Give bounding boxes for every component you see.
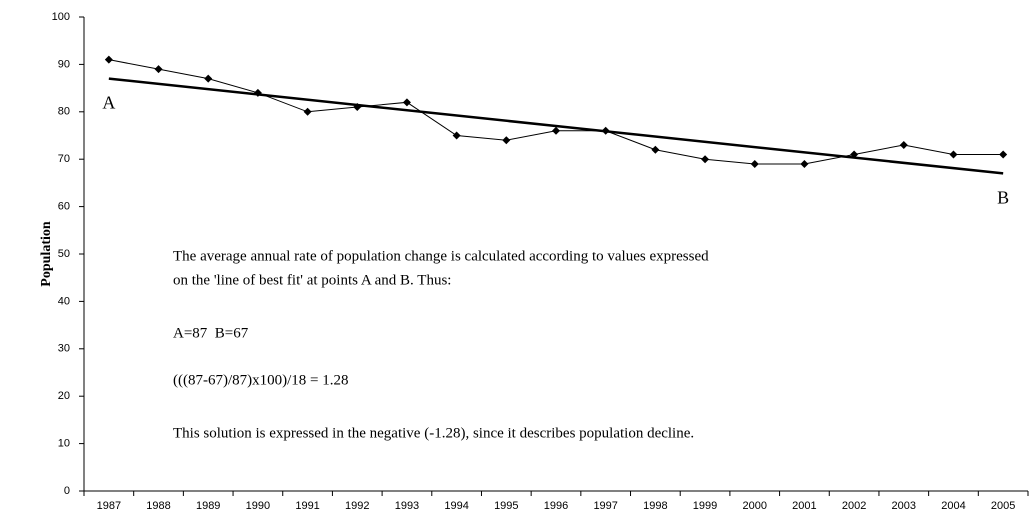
- y-tick-label: 90: [58, 58, 70, 70]
- x-tick-label: 1997: [593, 500, 617, 512]
- x-tick-label: 1996: [544, 500, 568, 512]
- data-point: [701, 155, 710, 164]
- data-point: [999, 150, 1008, 159]
- y-tick-label: 50: [58, 248, 70, 260]
- x-tick-label: 2002: [842, 500, 866, 512]
- x-tick-label: 2003: [892, 500, 916, 512]
- annotation: (((87-67)/87)x100)/18 = 1.28: [173, 372, 349, 388]
- data-point: [154, 65, 163, 74]
- x-tick-label: 1991: [295, 500, 319, 512]
- data-point: [552, 126, 560, 135]
- x-tick-label: 1993: [395, 500, 419, 512]
- x-tick-label: 1992: [345, 500, 369, 512]
- data-line: [108, 59, 1004, 165]
- annotation: The average annual rate of population ch…: [173, 248, 709, 264]
- x-tick-label: 2000: [742, 500, 766, 512]
- x-tick-label: 1988: [146, 500, 170, 512]
- y-tick-label: 100: [52, 11, 70, 23]
- annotation: on the 'line of best fit' at points A an…: [173, 272, 451, 288]
- trend-line: [108, 77, 1004, 175]
- x-tick-label: 1989: [196, 500, 220, 512]
- x-tick-label: 1987: [97, 500, 121, 512]
- data-point: [204, 74, 213, 83]
- data-point: [800, 159, 809, 168]
- x-tick-label: 2001: [792, 500, 816, 512]
- x-tick-label: 1994: [444, 500, 468, 512]
- y-tick-label: 10: [58, 438, 70, 450]
- y-axis-label: Population: [39, 221, 54, 287]
- annotation: A=87 B=67: [173, 325, 249, 341]
- data-point: [303, 107, 312, 116]
- x-tick-label: 1999: [693, 500, 717, 512]
- y-tick-label: 20: [58, 390, 70, 402]
- y-tick-label: 70: [58, 153, 70, 165]
- x-tick-label: 1990: [246, 500, 270, 512]
- data-point: [750, 159, 759, 168]
- y-tick-label: 40: [58, 295, 70, 307]
- data-point: [502, 136, 511, 145]
- y-tick-label: 0: [64, 485, 70, 497]
- data-point: [899, 140, 908, 149]
- y-tick-label: 30: [58, 343, 70, 355]
- data-point: [949, 150, 958, 159]
- data-point: [104, 55, 113, 64]
- point-label: B: [997, 188, 1009, 208]
- x-tick-label: 1998: [643, 500, 667, 512]
- data-point: [452, 131, 461, 140]
- x-tick-label: 2005: [991, 500, 1015, 512]
- y-tick-label: 80: [58, 106, 70, 118]
- data-point: [402, 98, 411, 107]
- x-tick-label: 2004: [941, 500, 965, 512]
- point-label: A: [102, 93, 115, 113]
- data-point: [651, 145, 660, 154]
- annotation: This solution is expressed in the negati…: [173, 425, 694, 441]
- y-tick-label: 60: [58, 201, 70, 213]
- x-tick-label: 1995: [494, 500, 518, 512]
